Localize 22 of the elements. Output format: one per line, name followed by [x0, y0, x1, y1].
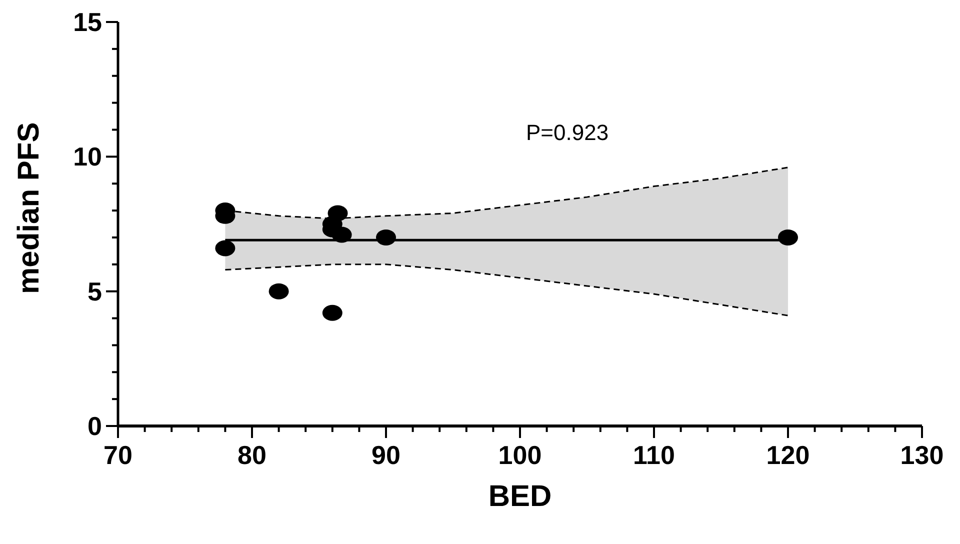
annotation: P=0.923 — [526, 120, 609, 146]
x-axis-title: BED — [488, 480, 552, 513]
point — [215, 240, 236, 256]
x-tick-label: 100 — [498, 440, 542, 470]
x-tick-label: 80 — [238, 440, 266, 470]
y-tick-label: 5 — [88, 276, 102, 306]
y-tick-label: 15 — [73, 7, 102, 37]
x-tick-label: 90 — [372, 440, 400, 470]
x-tick-label: 120 — [766, 440, 810, 470]
point — [328, 205, 348, 222]
x-tick-label: 70 — [104, 440, 132, 470]
point — [778, 229, 798, 246]
y-tick-label: 0 — [88, 411, 102, 441]
point — [322, 304, 342, 321]
x-tick-label: 130 — [900, 440, 944, 470]
line-series — [224, 264, 789, 316]
y-tick-label: 10 — [73, 142, 102, 172]
x-tick-label: 110 — [633, 440, 675, 470]
point — [268, 283, 289, 300]
point — [332, 226, 352, 243]
y-axis-title: median PFS — [12, 122, 46, 294]
point — [376, 229, 396, 246]
